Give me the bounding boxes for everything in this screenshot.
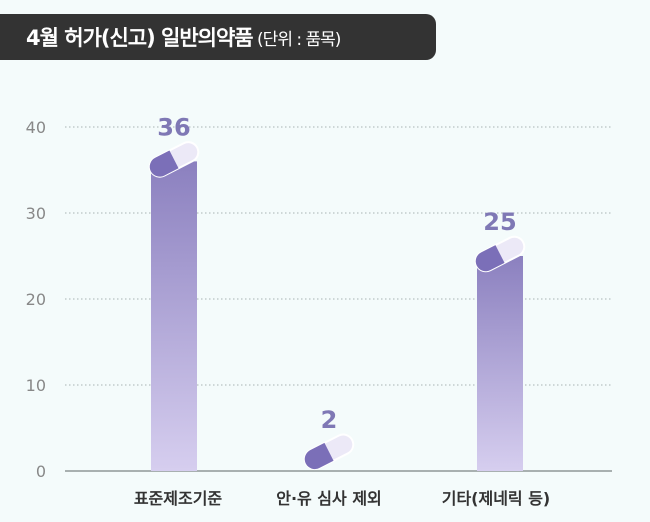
x-category-label: 표준제조기준 bbox=[134, 489, 223, 508]
chart-title-main: 4월 허가(신고) 일반의약품 bbox=[26, 26, 254, 50]
bar-group: 25 bbox=[474, 208, 526, 471]
y-tick-label: 20 bbox=[26, 290, 46, 309]
capsule-icon bbox=[474, 235, 526, 273]
capsule-dark-half bbox=[304, 442, 334, 470]
capsule-icon bbox=[148, 141, 200, 178]
y-tick-label: 40 bbox=[26, 118, 46, 137]
bar bbox=[477, 256, 523, 471]
chart-title: 4월 허가(신고) 일반의약품 (단위 : 품목) bbox=[26, 22, 341, 52]
x-category-label: 안·유 심사 제외 bbox=[276, 489, 382, 508]
bar-value-label: 2 bbox=[321, 406, 338, 434]
y-tick-label: 0 bbox=[36, 462, 46, 481]
y-tick-label: 10 bbox=[26, 376, 46, 395]
x-category-label: 기타(제네릭 등) bbox=[442, 489, 551, 508]
bars: 36 2 25 bbox=[148, 113, 526, 471]
capsule-dark-half bbox=[149, 150, 179, 177]
y-tick-label: 30 bbox=[26, 204, 46, 223]
bar-group: 36 bbox=[148, 113, 200, 471]
x-axis-labels: 표준제조기준 안·유 심사 제외 기타(제네릭 등) bbox=[134, 489, 550, 508]
bar bbox=[151, 161, 197, 471]
title-box: 4월 허가(신고) 일반의약품 (단위 : 품목) bbox=[0, 14, 436, 60]
capsule-dark-half bbox=[475, 245, 505, 272]
bar-group: 2 bbox=[303, 406, 355, 471]
y-axis-ticks: 0 10 20 30 40 bbox=[26, 118, 46, 481]
grid-lines bbox=[65, 126, 612, 472]
chart-title-unit: (단위 : 품목) bbox=[252, 30, 341, 50]
bar-value-label: 25 bbox=[483, 208, 516, 236]
bar-value-label: 36 bbox=[157, 113, 190, 141]
capsule-icon bbox=[303, 433, 355, 471]
